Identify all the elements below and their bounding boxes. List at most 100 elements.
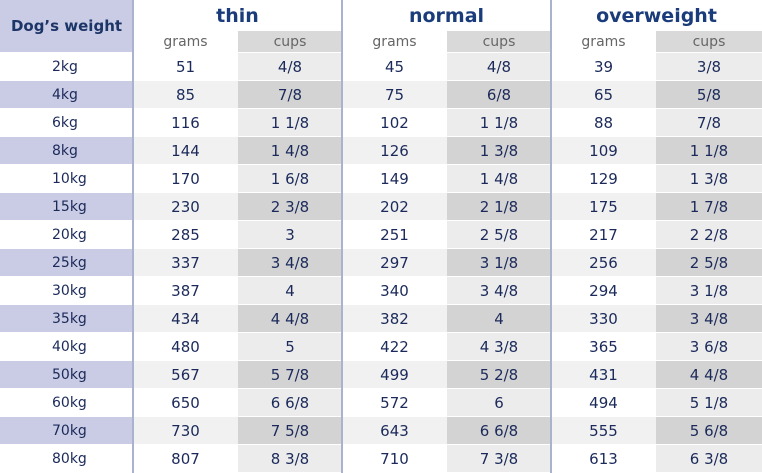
cups-cell: 3 4/8 <box>238 249 342 277</box>
cups-cell: 7 5/8 <box>238 417 342 445</box>
grams-cell: 643 <box>342 417 447 445</box>
grams-cell: 431 <box>551 361 656 389</box>
grams-cell: 337 <box>133 249 238 277</box>
grams-cell: 340 <box>342 277 447 305</box>
weight-cell: 15kg <box>0 193 133 221</box>
weight-cell: 35kg <box>0 305 133 333</box>
grams-cell: 175 <box>551 193 656 221</box>
subheader: grams <box>342 31 447 53</box>
cups-cell: 4 3/8 <box>447 333 551 361</box>
subheader: grams <box>133 31 238 53</box>
cups-cell: 5/8 <box>656 81 762 109</box>
grams-cell: 365 <box>551 333 656 361</box>
cups-cell: 1 1/8 <box>656 137 762 165</box>
cups-cell: 7/8 <box>656 109 762 137</box>
cups-cell: 7/8 <box>238 81 342 109</box>
cups-cell: 3 4/8 <box>656 305 762 333</box>
column-separator <box>550 0 552 473</box>
column-separator <box>341 0 343 473</box>
cups-cell: 4 4/8 <box>238 305 342 333</box>
cups-cell: 3 1/8 <box>656 277 762 305</box>
grams-cell: 499 <box>342 361 447 389</box>
cups-cell: 3 <box>238 221 342 249</box>
grams-cell: 149 <box>342 165 447 193</box>
grams-cell: 230 <box>133 193 238 221</box>
cups-cell: 6 3/8 <box>656 445 762 473</box>
grams-cell: 116 <box>133 109 238 137</box>
grams-cell: 256 <box>551 249 656 277</box>
cups-cell: 5 <box>238 333 342 361</box>
grams-cell: 75 <box>342 81 447 109</box>
cups-cell: 3 1/8 <box>447 249 551 277</box>
cups-cell: 1 3/8 <box>447 137 551 165</box>
cups-cell: 4/8 <box>447 53 551 81</box>
group-title: thin <box>133 0 342 31</box>
header-title: Dog’s weight <box>0 0 133 53</box>
cups-cell: 1 7/8 <box>656 193 762 221</box>
grams-cell: 65 <box>551 81 656 109</box>
weight-cell: 80kg <box>0 445 133 473</box>
subheader: grams <box>551 31 656 53</box>
cups-cell: 5 7/8 <box>238 361 342 389</box>
grams-cell: 422 <box>342 333 447 361</box>
cups-cell: 3/8 <box>656 53 762 81</box>
cups-cell: 8 3/8 <box>238 445 342 473</box>
weight-cell: 70kg <box>0 417 133 445</box>
cups-cell: 4/8 <box>238 53 342 81</box>
grams-cell: 650 <box>133 389 238 417</box>
weight-cell: 4kg <box>0 81 133 109</box>
grams-cell: 807 <box>133 445 238 473</box>
cups-cell: 6 6/8 <box>238 389 342 417</box>
grams-cell: 572 <box>342 389 447 417</box>
grams-cell: 144 <box>133 137 238 165</box>
cups-cell: 4 4/8 <box>656 361 762 389</box>
cups-cell: 2 5/8 <box>656 249 762 277</box>
weight-cell: 20kg <box>0 221 133 249</box>
grams-cell: 202 <box>342 193 447 221</box>
cups-cell: 7 3/8 <box>447 445 551 473</box>
cups-cell: 5 1/8 <box>656 389 762 417</box>
cups-cell: 6 <box>447 389 551 417</box>
grams-cell: 730 <box>133 417 238 445</box>
cups-cell: 5 2/8 <box>447 361 551 389</box>
group-title: overweight <box>551 0 762 31</box>
grams-cell: 126 <box>342 137 447 165</box>
cups-cell: 4 <box>447 305 551 333</box>
grams-cell: 85 <box>133 81 238 109</box>
cups-cell: 6 6/8 <box>447 417 551 445</box>
cups-cell: 5 6/8 <box>656 417 762 445</box>
cups-cell: 3 4/8 <box>447 277 551 305</box>
weight-cell: 30kg <box>0 277 133 305</box>
grams-cell: 251 <box>342 221 447 249</box>
weight-cell: 8kg <box>0 137 133 165</box>
grams-cell: 567 <box>133 361 238 389</box>
weight-cell: 50kg <box>0 361 133 389</box>
grams-cell: 109 <box>551 137 656 165</box>
subheader: cups <box>447 31 551 53</box>
grams-cell: 88 <box>551 109 656 137</box>
grams-cell: 480 <box>133 333 238 361</box>
grams-cell: 39 <box>551 53 656 81</box>
grams-cell: 434 <box>133 305 238 333</box>
grams-cell: 387 <box>133 277 238 305</box>
cups-cell: 6/8 <box>447 81 551 109</box>
cups-cell: 2 1/8 <box>447 193 551 221</box>
weight-cell: 10kg <box>0 165 133 193</box>
grams-cell: 51 <box>133 53 238 81</box>
group-title: normal <box>342 0 551 31</box>
subheader: cups <box>238 31 342 53</box>
grams-cell: 102 <box>342 109 447 137</box>
column-separator <box>132 0 134 473</box>
cups-cell: 1 3/8 <box>656 165 762 193</box>
grams-cell: 45 <box>342 53 447 81</box>
cups-cell: 1 1/8 <box>238 109 342 137</box>
grams-cell: 297 <box>342 249 447 277</box>
cups-cell: 1 4/8 <box>238 137 342 165</box>
grams-cell: 217 <box>551 221 656 249</box>
cups-cell: 3 6/8 <box>656 333 762 361</box>
grams-cell: 613 <box>551 445 656 473</box>
grams-cell: 710 <box>342 445 447 473</box>
weight-cell: 2kg <box>0 53 133 81</box>
grams-cell: 330 <box>551 305 656 333</box>
